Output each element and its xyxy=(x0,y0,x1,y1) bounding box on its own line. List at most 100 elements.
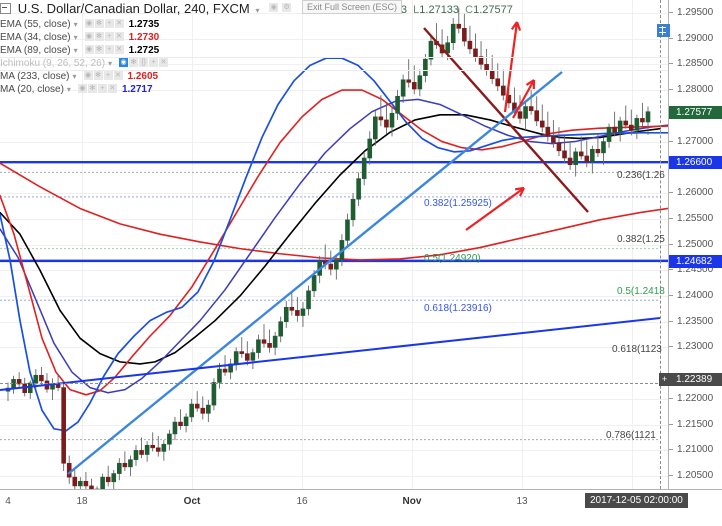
gear-icon[interactable]: ⚙ xyxy=(282,3,292,12)
fullscreen-toggle-icon[interactable] xyxy=(657,24,670,37)
price-tick-label: 1.25500 xyxy=(677,213,714,224)
indicator-buttons[interactable]: ◉ ✻ + ✕ xyxy=(77,84,118,97)
time-tick-label: 18 xyxy=(76,496,88,507)
add-icon[interactable]: + xyxy=(104,45,114,54)
indicator-name[interactable]: Ichimoku (9, 26, 52, 26) xyxy=(0,58,106,69)
chevron-down-icon[interactable]: ▾ xyxy=(73,33,78,42)
tick-mark xyxy=(669,321,673,322)
indicator-name[interactable]: MA (233, close) xyxy=(0,71,70,82)
gridline-vertical xyxy=(82,0,83,489)
price-label-green[interactable]: 1.27577 xyxy=(669,106,722,119)
indicator-buttons[interactable]: ◉ ✻ + ✕ xyxy=(84,45,125,58)
price-tick-label: 1.26000 xyxy=(677,187,714,198)
candle-body xyxy=(61,387,66,464)
candle-body xyxy=(233,351,239,365)
price-label-blue[interactable]: 1.26600 xyxy=(669,156,722,169)
candle-body xyxy=(133,450,139,460)
indicator-row[interactable]: EMA (55, close) ▾ ◉ ✻ + ✕ 1.2735 xyxy=(0,18,668,31)
indicator-buttons[interactable]: ◉ ✻{} + ✕ xyxy=(119,58,169,71)
price-tick-label: 1.28000 xyxy=(677,84,714,95)
gear-icon[interactable]: ✻ xyxy=(93,71,103,80)
chevron-down-icon[interactable]: ▾ xyxy=(255,6,260,15)
crosshair-handle[interactable]: + xyxy=(659,373,670,386)
candle-body xyxy=(161,443,167,452)
eye-icon[interactable]: ◉ xyxy=(84,19,94,28)
chevron-down-icon[interactable]: ▾ xyxy=(73,20,78,29)
gear-icon[interactable]: ✻ xyxy=(94,45,104,54)
candle-body xyxy=(306,290,311,310)
candle-body xyxy=(395,95,400,114)
candle-body xyxy=(289,306,295,311)
indicator-row[interactable]: EMA (34, close) ▾ ◉ ✻ + ✕ 1.2730 xyxy=(0,31,668,44)
fib-level-label: 0.382(1.25 xyxy=(617,234,665,245)
chart-drawing-layer xyxy=(0,7,668,489)
indicator-name[interactable]: MA (20, close) xyxy=(0,84,64,95)
close-icon[interactable]: ✕ xyxy=(107,84,117,93)
chevron-down-icon[interactable]: ▾ xyxy=(73,46,78,55)
gear-icon[interactable]: ✻ xyxy=(94,32,104,41)
candle-body xyxy=(200,407,206,414)
indicator-value: 1.2725 xyxy=(128,45,160,56)
indicator-row[interactable]: MA (20, close) ▾ ◉ ✻ + ✕ 1.2717 xyxy=(0,83,668,96)
indicator-buttons[interactable]: ◉ ✻ + ✕ xyxy=(84,32,125,45)
add-icon[interactable]: + xyxy=(97,84,107,93)
price-tick-label: 1.29000 xyxy=(677,33,714,44)
close-icon[interactable]: ✕ xyxy=(114,32,124,41)
close-icon[interactable]: ✕ xyxy=(113,71,123,80)
indicator-name[interactable]: EMA (89, close) xyxy=(0,45,71,56)
eye-icon[interactable]: ◉ xyxy=(119,58,129,67)
price-tick-label: 1.25000 xyxy=(677,239,714,250)
eye-icon[interactable]: ◉ xyxy=(84,45,94,54)
gear-icon[interactable]: ✻ xyxy=(94,19,104,28)
tick-mark xyxy=(669,89,673,90)
gear-icon[interactable]: ✻ xyxy=(129,58,139,67)
close-icon[interactable]: ✕ xyxy=(159,58,169,67)
eye-icon[interactable]: ◉ xyxy=(84,32,94,41)
indicator-row[interactable]: Ichimoku (9, 26, 52, 26) ▾ ◉ ✻{} + ✕ xyxy=(0,57,668,70)
minus-box-icon[interactable] xyxy=(0,3,11,14)
tick-mark xyxy=(669,424,673,425)
eye-icon[interactable]: ◉ xyxy=(269,3,279,12)
chevron-down-icon[interactable]: ▾ xyxy=(108,59,113,68)
gridline-horizontal xyxy=(0,219,668,220)
candle-body xyxy=(239,351,245,354)
tick-mark xyxy=(669,38,673,39)
indicator-buttons[interactable]: ◉ ✻ + ✕ xyxy=(84,19,125,32)
price-axis[interactable]: 1.29500 1.29000 1.28500 1.28000 1.27000 1.260… xyxy=(659,0,722,489)
add-icon[interactable]: + xyxy=(149,58,159,67)
ema-89-line xyxy=(0,113,661,365)
candle-body xyxy=(211,382,217,406)
eye-icon[interactable]: ◉ xyxy=(77,84,87,93)
add-icon[interactable]: + xyxy=(103,71,113,80)
indicator-row[interactable]: EMA (89, close) ▾ ◉ ✻ + ✕ 1.2725 xyxy=(0,44,668,57)
time-axis[interactable]: 418Oct16Nov13222017-12-05 02:00:00 xyxy=(0,489,722,526)
indicator-name[interactable]: EMA (34, close) xyxy=(0,32,71,43)
price-label-text: 1.24682 xyxy=(676,256,713,267)
braces-icon[interactable]: {} xyxy=(139,58,149,67)
candle-body xyxy=(617,120,623,133)
candle-body xyxy=(400,79,406,97)
close-icon[interactable]: ✕ xyxy=(114,19,124,28)
candle-body xyxy=(417,75,423,90)
gridline-horizontal xyxy=(0,245,668,246)
price-label-blue[interactable]: 1.24682 xyxy=(669,255,722,268)
indicator-buttons[interactable]: ◉ ✻ + ✕ xyxy=(83,71,124,84)
price-tick: 1.29000 xyxy=(669,33,722,45)
title-action-buttons[interactable]: ◉ ⚙ xyxy=(269,3,292,21)
symbol-title[interactable]: U.S. Dollar/Canadian Dollar, 240, FXCM xyxy=(17,1,250,16)
indicator-name[interactable]: EMA (55, close) xyxy=(0,19,71,30)
price-label-grey[interactable]: +1.22389 xyxy=(659,373,722,386)
chevron-down-icon[interactable]: ▾ xyxy=(66,85,71,94)
chevron-down-icon[interactable]: ▾ xyxy=(72,72,77,81)
indicator-row[interactable]: MA (233, close) ▾ ◉ ✻ + ✕ 1.2605 xyxy=(0,70,668,83)
gear-icon[interactable]: ✻ xyxy=(87,84,97,93)
gridline-horizontal xyxy=(0,90,668,91)
add-icon[interactable]: + xyxy=(104,19,114,28)
eye-icon[interactable]: ◉ xyxy=(83,71,93,80)
bullish-arrow-long-head xyxy=(510,21,518,30)
add-icon[interactable]: + xyxy=(104,32,114,41)
fib-level-label: 0.618(1.23916) xyxy=(424,303,492,314)
close-icon[interactable]: ✕ xyxy=(114,45,124,54)
price-tick-label: 1.27000 xyxy=(677,136,714,147)
price-tick-label: 1.21500 xyxy=(677,419,714,430)
